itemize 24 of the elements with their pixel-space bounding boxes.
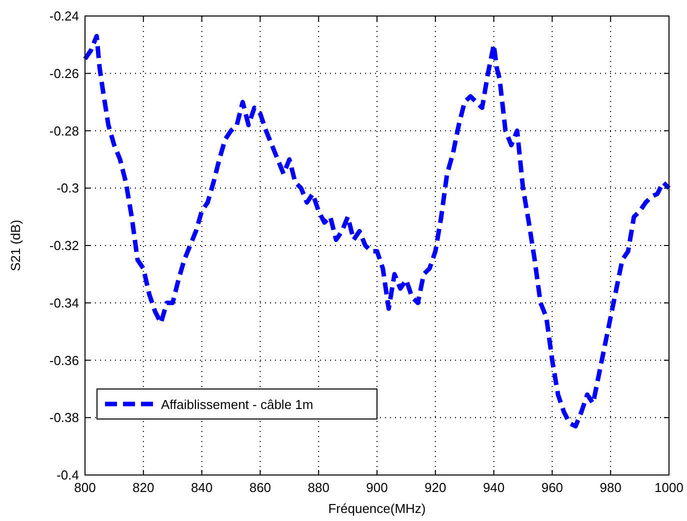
x-axis-title: Fréquence(MHz) xyxy=(328,501,426,516)
x-tick-label: 960 xyxy=(541,480,564,495)
y-tick-label: -0.4 xyxy=(56,468,79,482)
y-axis-title: S21 (dB) xyxy=(8,220,23,272)
y-tick-label: -0.34 xyxy=(49,295,79,310)
line-series xyxy=(82,34,672,428)
y-tick-label: -0.36 xyxy=(49,352,79,368)
x-tick-label: 920 xyxy=(424,480,446,495)
y-tick-label: -0.28 xyxy=(49,123,79,138)
x-tick-label: 800 xyxy=(74,480,96,495)
x-tick-label: 1000 xyxy=(654,480,684,495)
x-tick-label: 900 xyxy=(366,480,388,495)
y-tick-label: -0.3 xyxy=(56,180,79,196)
x-tick-label: 980 xyxy=(600,480,622,495)
x-tick-label: 940 xyxy=(482,480,505,495)
y-tick-label: -0.26 xyxy=(49,66,79,81)
y-tick-label: -0.38 xyxy=(49,410,79,426)
x-tick-label: 820 xyxy=(132,480,154,495)
x-tick-label: 860 xyxy=(249,480,272,495)
legend-label: Affaiblissement - câble 1m xyxy=(161,397,314,412)
x-tick-label: 840 xyxy=(190,480,213,495)
y-tick-label: -0.24 xyxy=(49,8,79,24)
x-tick-label: 880 xyxy=(308,480,330,495)
y-tick-label: -0.32 xyxy=(49,238,79,253)
